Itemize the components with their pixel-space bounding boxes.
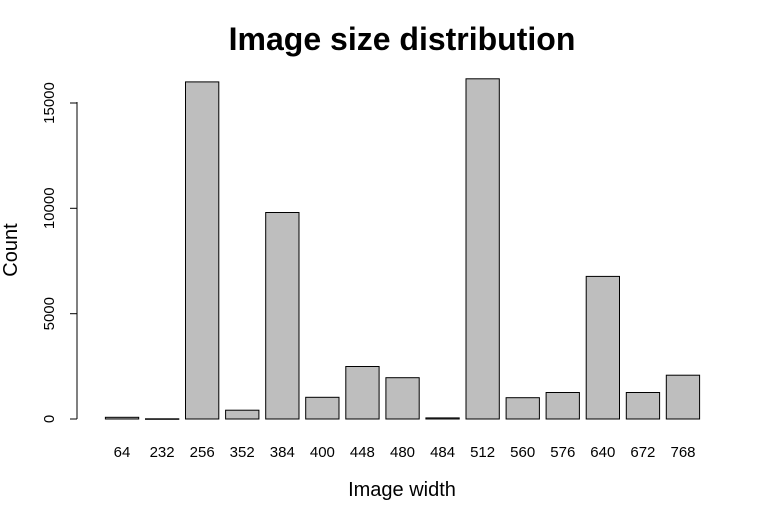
- x-tick-label: 576: [550, 444, 575, 461]
- bar-400: [305, 396, 340, 420]
- x-tick-label: 64: [114, 444, 131, 461]
- bar-448: [345, 366, 380, 420]
- bar-480: [385, 377, 420, 420]
- bar-576: [545, 392, 580, 420]
- x-tick-label: 232: [150, 444, 175, 461]
- x-axis-label: Image width: [348, 479, 456, 501]
- x-tick-label: 400: [310, 444, 335, 461]
- x-tick-label: 256: [190, 444, 215, 461]
- x-tick-label: 480: [390, 444, 415, 461]
- x-tick-label: 768: [670, 444, 695, 461]
- x-tick-label: 672: [630, 444, 655, 461]
- bar-384: [265, 212, 300, 420]
- x-tick-label: 560: [510, 444, 535, 461]
- x-tick-label: 484: [430, 444, 455, 461]
- y-axis-label: Count: [0, 223, 22, 277]
- x-tick-label: 448: [350, 444, 375, 461]
- bar-512: [465, 78, 500, 420]
- bar-484: [425, 417, 460, 420]
- bar-232: [145, 418, 180, 420]
- x-tick-label: 352: [230, 444, 255, 461]
- bar-256: [185, 81, 220, 420]
- y-axis-ticks: 0 5000 10000 15000: [41, 82, 77, 423]
- bar-672: [625, 392, 661, 420]
- y-tick-label: 15000: [41, 82, 58, 124]
- bar-640: [585, 275, 621, 420]
- bar-560: [505, 397, 540, 420]
- y-tick-label: 10000: [41, 187, 58, 229]
- bar-352: [225, 409, 260, 420]
- bars-group: [104, 78, 701, 420]
- chart-title: Image size distribution: [229, 21, 576, 57]
- y-tick-label: 0: [41, 415, 58, 423]
- y-tick-label: 5000: [41, 297, 58, 330]
- x-tick-label: 640: [590, 444, 615, 461]
- bar-768: [665, 374, 701, 420]
- x-tick-labels: 64 232 256 352 384 400 448 480 484 512 560 576 640 67…: [114, 444, 696, 461]
- bar-64: [104, 416, 140, 420]
- x-tick-label: 512: [470, 444, 495, 461]
- x-tick-label: 384: [270, 444, 295, 461]
